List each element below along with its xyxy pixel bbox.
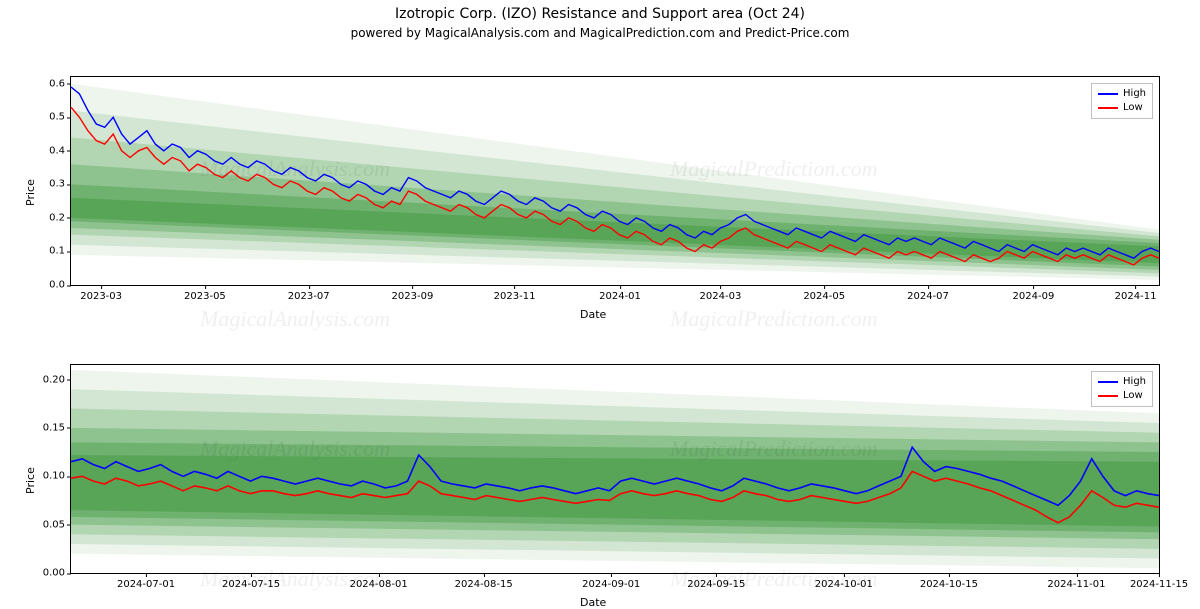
ylabel-top: Price bbox=[24, 179, 37, 206]
legend-top: High Low bbox=[1091, 83, 1153, 119]
legend-bottom: High Low bbox=[1091, 371, 1153, 407]
legend-label-high-2: High bbox=[1123, 375, 1146, 389]
xtick: 2024-08-15 bbox=[455, 579, 513, 590]
watermark: MagicalPrediction.com bbox=[670, 306, 878, 332]
legend-line-low bbox=[1098, 107, 1118, 109]
legend-label-high: High bbox=[1123, 87, 1146, 101]
legend-line-low-2 bbox=[1098, 395, 1118, 397]
xtick: 2023-05 bbox=[184, 291, 226, 302]
ytick: 0.5 bbox=[49, 112, 65, 123]
xtick: 2024-10-01 bbox=[815, 579, 873, 590]
xtick: 2024-07-01 bbox=[117, 579, 175, 590]
ytick: 0.15 bbox=[43, 422, 65, 433]
ytick: 0.10 bbox=[43, 471, 65, 482]
legend-line-high-2 bbox=[1098, 381, 1118, 383]
ytick: 0.0 bbox=[49, 280, 65, 291]
ytick: 0.20 bbox=[43, 374, 65, 385]
ytick: 0.1 bbox=[49, 246, 65, 257]
xtick: 2023-07 bbox=[288, 291, 330, 302]
xtick: 2024-07 bbox=[907, 291, 949, 302]
ytick: 0.6 bbox=[49, 78, 65, 89]
ytick: 0.05 bbox=[43, 519, 65, 530]
chart-top: High Low 0.00.10.20.30.40.50.62023-03202… bbox=[70, 76, 1160, 286]
xtick: 2024-11-01 bbox=[1047, 579, 1105, 590]
legend-label-low-2: Low bbox=[1123, 389, 1143, 403]
ylabel-bottom: Price bbox=[24, 467, 37, 494]
legend-row-high-2: High bbox=[1098, 375, 1146, 389]
xtick: 2024-09 bbox=[1013, 291, 1055, 302]
chart-bottom: High Low 0.000.050.100.150.202024-07-012… bbox=[70, 364, 1160, 574]
chart-title: Izotropic Corp. (IZO) Resistance and Sup… bbox=[0, 6, 1200, 22]
xtick: 2024-03 bbox=[700, 291, 742, 302]
xtick: 2024-08-01 bbox=[350, 579, 408, 590]
xlabel-top: Date bbox=[580, 308, 606, 321]
xtick: 2024-01 bbox=[599, 291, 641, 302]
legend-line-high bbox=[1098, 93, 1118, 95]
chart-bottom-svg bbox=[71, 365, 1159, 573]
legend-row-high: High bbox=[1098, 87, 1146, 101]
xtick: 2024-11 bbox=[1115, 291, 1157, 302]
legend-row-low: Low bbox=[1098, 101, 1146, 115]
chart-top-svg bbox=[71, 77, 1159, 285]
ytick: 0.00 bbox=[43, 568, 65, 579]
ytick: 0.4 bbox=[49, 145, 65, 156]
xtick: 2024-10-15 bbox=[920, 579, 978, 590]
chart-subtitle: powered by MagicalAnalysis.com and Magic… bbox=[0, 26, 1200, 40]
xtick: 2024-11-15 bbox=[1130, 579, 1188, 590]
ytick: 0.3 bbox=[49, 179, 65, 190]
xtick: 2023-03 bbox=[80, 291, 122, 302]
xlabel-bottom: Date bbox=[580, 596, 606, 609]
xtick: 2024-05 bbox=[803, 291, 845, 302]
ytick: 0.2 bbox=[49, 212, 65, 223]
watermark: MagicalAnalysis.com bbox=[200, 306, 390, 332]
xtick: 2023-09 bbox=[392, 291, 434, 302]
xtick: 2024-07-15 bbox=[222, 579, 280, 590]
xtick: 2023-11 bbox=[494, 291, 536, 302]
legend-label-low: Low bbox=[1123, 101, 1143, 115]
xtick: 2024-09-01 bbox=[582, 579, 640, 590]
xtick: 2024-09-15 bbox=[687, 579, 745, 590]
legend-row-low-2: Low bbox=[1098, 389, 1146, 403]
